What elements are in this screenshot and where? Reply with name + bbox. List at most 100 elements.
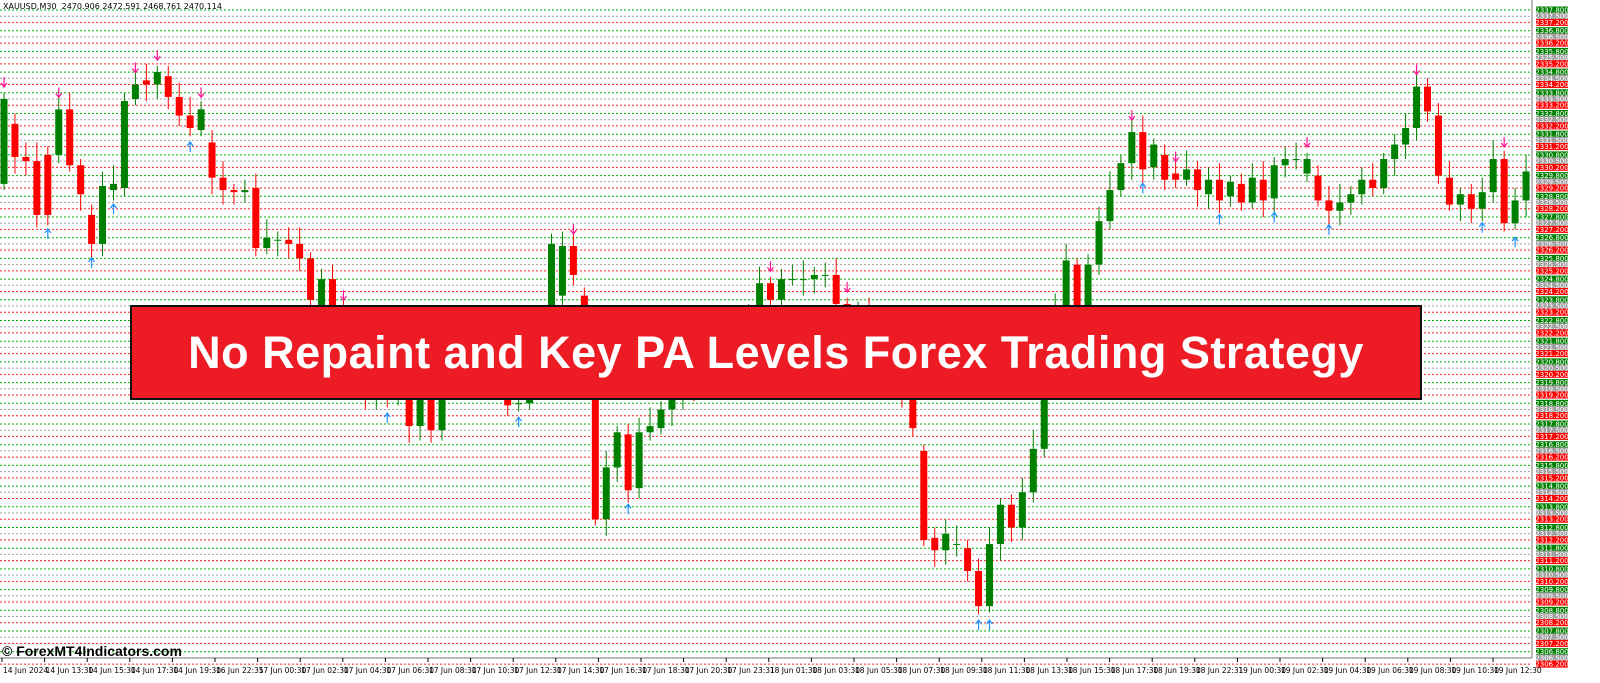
price-axis-label: 2329.200: [1535, 185, 1568, 193]
sell-arrow-head: [55, 93, 63, 99]
bull-candle: [120, 101, 128, 189]
sell-arrow-head: [197, 93, 205, 99]
sell-arrow-head: [569, 229, 577, 235]
buy-arrow-head: [186, 140, 194, 147]
price-axis-label: 2318.500: [1535, 406, 1568, 414]
price-axis-label: 2331.200: [1535, 143, 1568, 151]
bear-candle: [1434, 115, 1442, 176]
price-axis-label: 2322.500: [1535, 323, 1568, 331]
bear-candle: [186, 115, 194, 128]
time-axis-label: 17 Jun 18:30: [642, 666, 690, 675]
buy-arrow-head: [1511, 236, 1519, 242]
price-axis-label: 2320.500: [1535, 365, 1568, 373]
sell-arrow-head: [843, 287, 851, 293]
bear-candle: [175, 96, 183, 116]
bear-candle: [931, 537, 939, 551]
price-label-bg: [1536, 364, 1568, 372]
price-axis-label: 2316.800: [1535, 441, 1568, 449]
bear-candle: [1424, 86, 1431, 112]
price-axis-label: 2337.500: [1535, 13, 1568, 21]
price-axis-label: 2333.800: [1535, 89, 1568, 97]
buy-arrow-head: [110, 203, 117, 209]
time-axis-label: 18 Jun 09:30: [940, 666, 988, 675]
sell-arrow-icon: [131, 62, 139, 74]
price-label-bg: [1536, 130, 1568, 138]
price-axis-label: 2331.500: [1535, 137, 1568, 145]
time-axis-label: 14 Jun 13:30: [46, 666, 94, 675]
price-axis-label: 2324.800: [1535, 276, 1568, 284]
bear-candle: [1467, 194, 1475, 209]
bull-candle: [942, 533, 950, 551]
price-axis-label: 2312.500: [1535, 530, 1568, 538]
price-label-bg: [1536, 157, 1568, 165]
price-label-bg: [1536, 577, 1568, 585]
bull-candle: [1270, 165, 1278, 199]
price-label-bg: [1536, 178, 1568, 186]
bull-candle: [1226, 181, 1234, 197]
price-axis-label: 2309.800: [1535, 586, 1568, 594]
bull-candle: [635, 432, 643, 489]
price-axis-label: 2329.800: [1535, 172, 1568, 180]
price-label-bg: [1536, 495, 1568, 503]
bull-candle: [99, 185, 107, 244]
bull-candle: [131, 84, 139, 100]
price-label-bg: [1536, 240, 1568, 248]
bull-candle: [1018, 492, 1026, 528]
price-axis-label: 2333.500: [1535, 96, 1568, 104]
sell-arrow-icon: [55, 87, 63, 99]
bull-candle: [613, 432, 621, 468]
buy-arrow-icon: [515, 416, 523, 428]
bear-candle: [230, 190, 238, 193]
bull-candle: [986, 544, 993, 607]
price-label-bg: [1536, 482, 1568, 490]
time-axis-label: 17 Jun 12:30: [514, 666, 562, 675]
price-label-bg: [1536, 151, 1568, 159]
price-axis-label: 2336.500: [1535, 33, 1568, 41]
price-axis-label: 2323.200: [1535, 309, 1568, 317]
bear-candle: [1259, 179, 1267, 201]
price-label-bg: [1536, 503, 1568, 511]
bull-candle: [799, 279, 807, 281]
price-label-bg: [1536, 530, 1568, 538]
sell-arrow-icon: [197, 87, 205, 99]
time-axis-label: 14 Jun 2024: [3, 666, 48, 675]
price-axis-label: 2327.200: [1535, 226, 1568, 234]
price-label-bg: [1536, 343, 1568, 351]
price-axis-label: 2328.800: [1535, 193, 1568, 201]
price-label-bg: [1536, 565, 1568, 573]
price-label-bg: [1536, 192, 1568, 200]
price-axis-label: 2327.500: [1535, 220, 1568, 228]
buy-arrow-head: [1325, 223, 1333, 230]
price-label-bg: [1536, 296, 1568, 304]
price-label-bg: [1536, 509, 1568, 517]
price-axis-label: 2314.800: [1535, 483, 1568, 491]
bear-candle: [44, 154, 52, 215]
time-axis-label: 16 Jun 22:35: [216, 666, 264, 675]
bear-candle: [77, 165, 85, 195]
time-axis-label: 18 Jun 13:30: [1025, 666, 1073, 675]
price-axis-label: 2315.200: [1535, 474, 1568, 482]
price-label-bg: [1536, 234, 1568, 242]
price-axis-label: 2333.200: [1535, 102, 1568, 110]
sell-arrow-head: [1303, 142, 1311, 149]
bear-candle: [33, 161, 41, 215]
price-label-bg: [1536, 474, 1568, 482]
time-axis-label: 19 Jun 00:30: [1238, 666, 1286, 675]
buy-arrow-icon: [44, 227, 52, 239]
price-label-bg: [1536, 205, 1568, 213]
price-label-bg: [1536, 550, 1568, 558]
bull-candle: [1522, 171, 1530, 201]
price-axis-label: 2306.200: [1535, 661, 1568, 669]
time-axis-label: 19 Jun 12:30: [1494, 666, 1542, 675]
price-axis-label: 2309.500: [1535, 592, 1568, 600]
buy-arrow-icon: [1270, 211, 1278, 223]
price-axis-label: 2326.200: [1535, 247, 1568, 255]
bull-candle: [1391, 144, 1399, 160]
price-axis-label: 2306.500: [1535, 654, 1568, 662]
time-axis-label: 18 Jun 15:30: [1068, 666, 1116, 675]
bear-candle: [285, 239, 293, 244]
bear-candle: [1314, 175, 1322, 201]
price-label-bg: [1536, 571, 1568, 579]
price-label-bg: [1536, 639, 1568, 647]
time-axis-label: 18 Jun 07:30: [898, 666, 946, 675]
